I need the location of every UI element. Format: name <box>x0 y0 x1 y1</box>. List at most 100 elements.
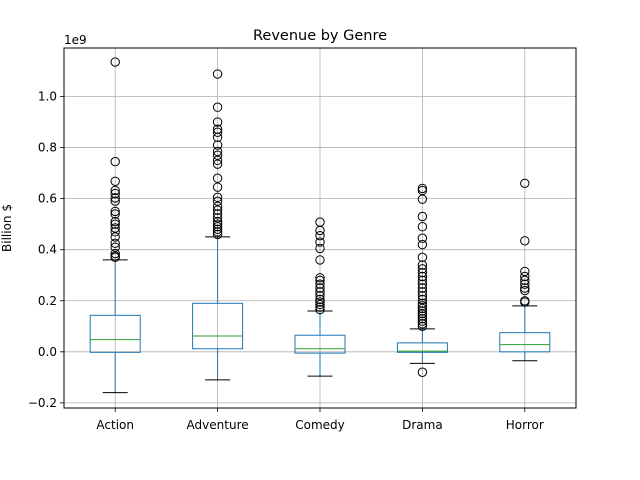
outlier-point <box>417 267 428 278</box>
outlier-point <box>417 303 428 314</box>
outlier-point <box>520 271 530 282</box>
outlier-point <box>110 223 120 233</box>
outlier-point <box>110 252 120 263</box>
grid-lines <box>64 48 576 408</box>
outlier-point <box>417 316 428 326</box>
outlier-point <box>315 287 325 297</box>
y-tick-label: −0.2 <box>28 396 57 410</box>
outlier-point <box>212 219 223 229</box>
outlier-point <box>315 302 325 312</box>
iqr-box <box>89 314 141 353</box>
iqr-box <box>192 302 244 350</box>
box-horror <box>499 178 551 362</box>
outlier-point <box>315 255 325 265</box>
outlier-point <box>417 194 428 204</box>
outlier-point <box>315 273 325 283</box>
outlier-point <box>417 252 428 263</box>
y-tick-label: 0.0 <box>38 345 57 359</box>
iqr-box <box>396 342 448 353</box>
iqr-box <box>294 334 346 354</box>
outlier-point <box>417 311 428 321</box>
outlier-point <box>212 216 223 227</box>
outlier-point <box>315 294 325 305</box>
outlier-point <box>212 117 223 127</box>
outlier-point <box>417 264 428 274</box>
outlier-point <box>212 209 223 219</box>
chart-title: Revenue by Genre <box>253 28 387 44</box>
outlier-point <box>520 285 530 296</box>
box-comedy <box>294 217 346 377</box>
outlier-point <box>110 156 120 167</box>
outlier-point <box>212 155 223 166</box>
outlier-point <box>417 319 428 329</box>
outlier-point <box>417 283 428 293</box>
outlier-point <box>110 196 120 206</box>
outlier-point <box>212 173 223 183</box>
outlier-point <box>212 140 223 150</box>
outlier-point <box>212 132 223 143</box>
outlier-point <box>417 294 428 305</box>
iqr-box <box>499 332 551 353</box>
outlier-point <box>212 69 223 79</box>
outlier-point <box>212 182 223 192</box>
outlier-point <box>212 159 223 169</box>
box-plot-series <box>89 57 551 394</box>
outlier-point <box>417 233 428 243</box>
outlier-point <box>315 279 325 289</box>
outlier-point <box>520 236 530 246</box>
x-axis-ticks: Action Adventure Comedy Drama Horror <box>96 408 544 432</box>
outlier-point <box>110 176 120 186</box>
outlier-point <box>212 192 223 203</box>
outlier-point <box>212 213 223 223</box>
outlier-point <box>417 287 428 297</box>
outlier-point <box>110 232 120 242</box>
outlier-point <box>110 219 120 229</box>
outlier-point <box>417 290 428 301</box>
outlier-point <box>417 222 428 232</box>
outlier-point <box>417 313 428 324</box>
outlier-point <box>315 237 325 247</box>
outlier-point <box>417 308 428 319</box>
outlier-point <box>417 279 428 289</box>
outlier-point <box>212 227 223 237</box>
x-tick-label: Comedy <box>295 418 345 432</box>
y-tick-label: 0.8 <box>38 141 57 155</box>
outlier-point <box>212 196 223 206</box>
x-tick-label: Drama <box>402 418 443 432</box>
outlier-point <box>212 102 223 112</box>
outlier-point <box>110 227 120 237</box>
outlier-point <box>315 283 325 293</box>
y-axis-offset-label: 1e9 <box>64 33 87 47</box>
outlier-point <box>417 271 428 282</box>
x-tick-label: Action <box>96 418 134 432</box>
outlier-point <box>417 301 428 311</box>
outlier-point <box>417 275 428 286</box>
outlier-point <box>520 283 530 293</box>
outlier-point <box>212 150 223 160</box>
x-tick-label: Adventure <box>187 418 249 432</box>
outlier-point <box>520 275 530 286</box>
outlier-point <box>520 266 530 277</box>
y-axis-ticks: −0.2 0.0 0.2 0.4 0.6 0.8 1.0 <box>28 90 64 410</box>
outlier-point <box>212 229 223 240</box>
outlier-point <box>110 57 120 67</box>
outlier-point <box>315 243 325 254</box>
y-axis-label: Billion $ <box>0 204 14 252</box>
outlier-point <box>315 299 325 310</box>
outlier-point <box>212 146 223 157</box>
outlier-point <box>212 201 223 211</box>
outlier-point <box>212 127 223 137</box>
outlier-point <box>417 306 428 316</box>
outlier-point <box>110 216 120 227</box>
outlier-point <box>110 185 120 196</box>
outlier-point <box>417 298 428 309</box>
outlier-point <box>520 178 530 189</box>
outlier-point <box>520 297 530 307</box>
outlier-point <box>417 260 428 270</box>
outlier-point <box>315 305 325 315</box>
outlier-point <box>417 211 428 222</box>
outlier-point <box>315 225 325 236</box>
box-drama <box>396 183 448 377</box>
y-tick-label: 0.2 <box>38 294 57 308</box>
